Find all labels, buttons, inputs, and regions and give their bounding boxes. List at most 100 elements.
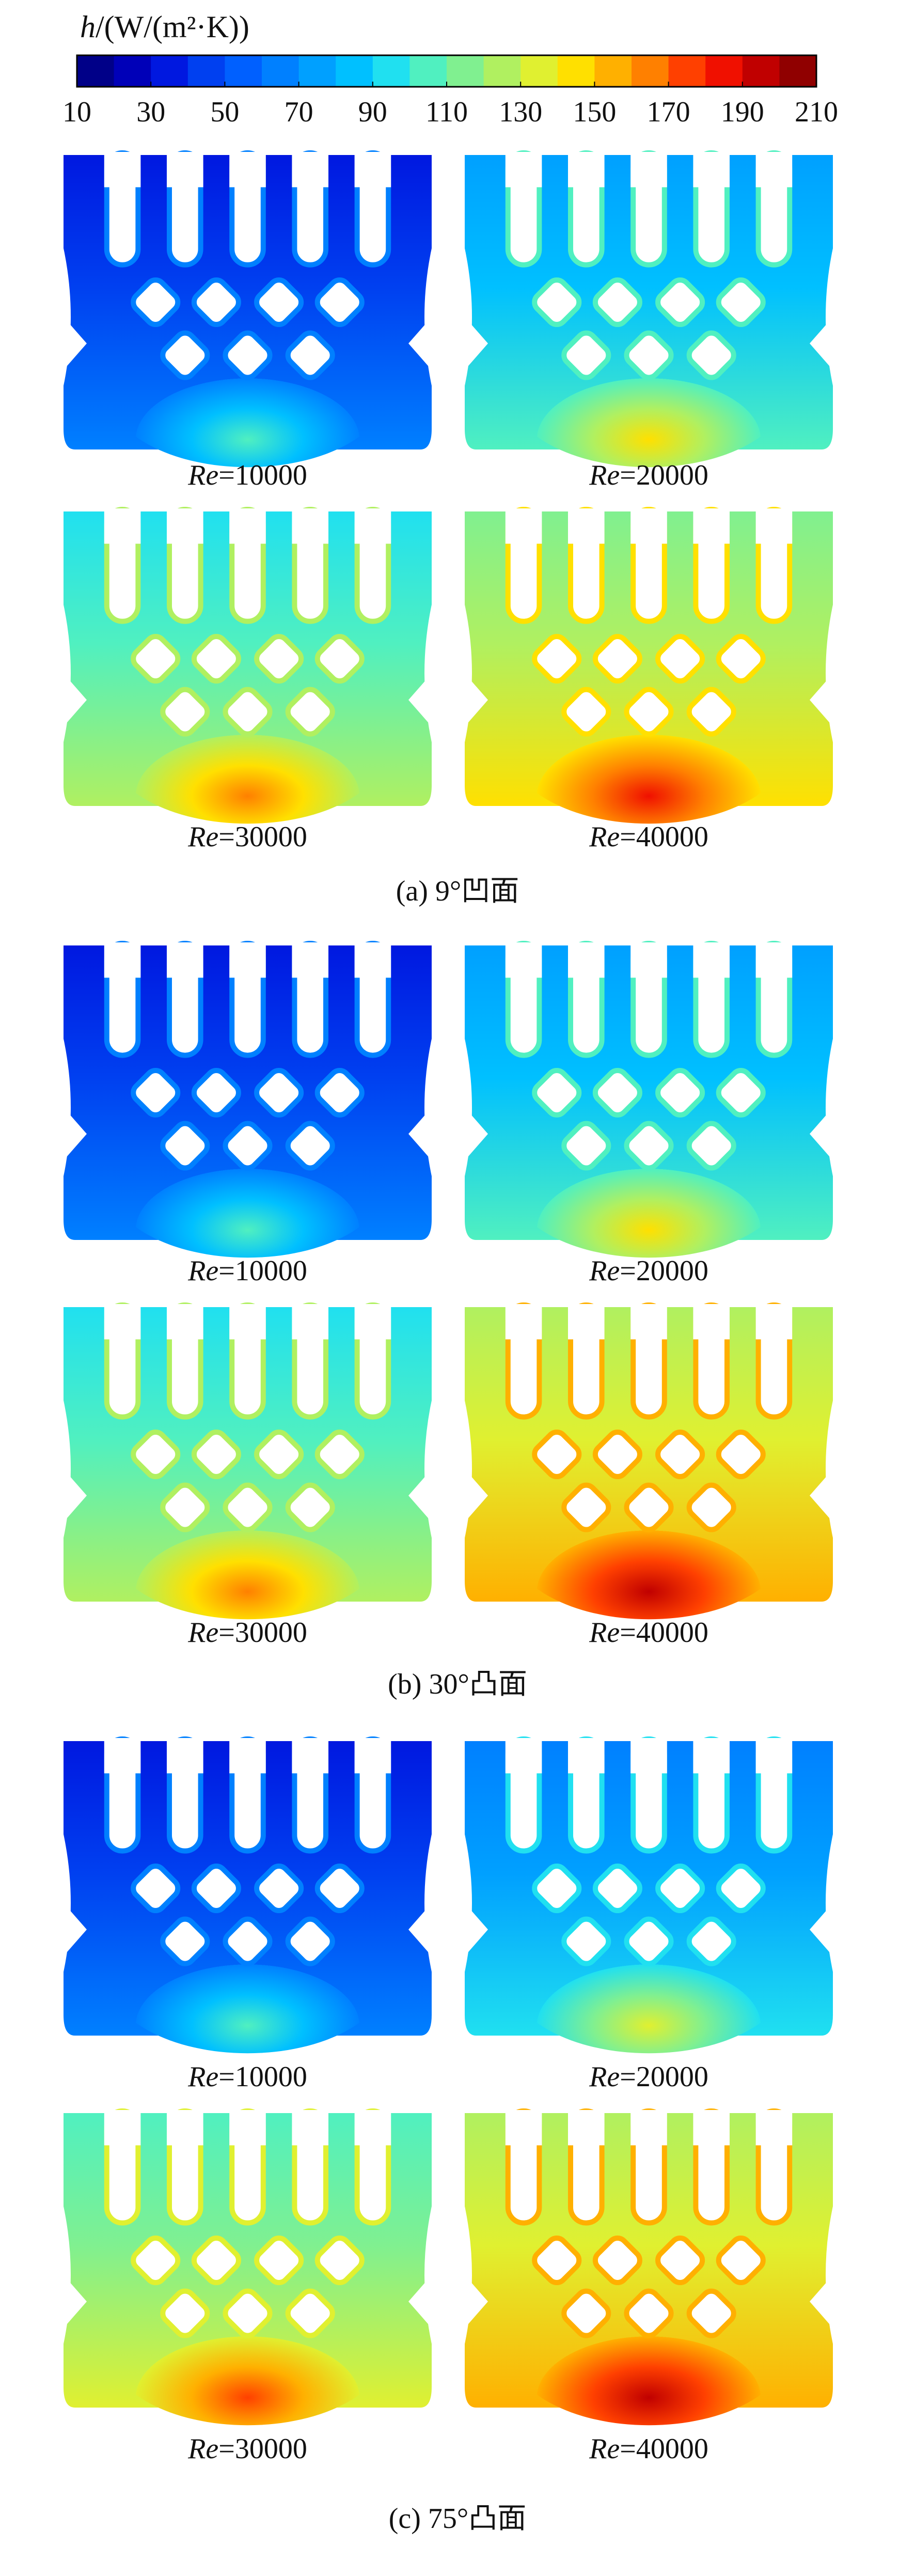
slot-top — [292, 152, 329, 188]
colorbar-tick-label: 90 — [358, 96, 387, 128]
hole — [686, 1121, 736, 1171]
slot-top — [354, 508, 391, 544]
hole — [223, 2288, 273, 2338]
slot-top — [354, 2110, 391, 2146]
slot-top — [354, 152, 391, 188]
hole — [561, 330, 611, 380]
colorbar-segment — [298, 55, 336, 87]
hole — [223, 687, 273, 737]
colorbar-tick-label: 70 — [285, 96, 313, 128]
slot-top — [693, 2110, 730, 2146]
hole — [314, 1067, 365, 1118]
slot-top — [229, 508, 266, 544]
slot-top — [166, 942, 203, 978]
colorbar-segment — [372, 55, 410, 87]
contour-plot — [464, 1736, 834, 2054]
slot-top — [755, 1304, 793, 1340]
hole — [131, 2235, 181, 2286]
hole — [131, 1863, 181, 1914]
slot-top — [292, 1304, 329, 1340]
hole — [686, 687, 736, 737]
colorbar-segment — [409, 55, 447, 87]
slot-top — [292, 2110, 329, 2146]
colorbar-segment — [447, 55, 484, 87]
panel-label: Re=10000 — [187, 2061, 307, 2093]
hole — [191, 2235, 241, 2286]
slot-top — [755, 942, 793, 978]
slot-top — [104, 1738, 141, 1774]
slot-top — [354, 942, 391, 978]
hole — [532, 277, 582, 328]
slot-top — [292, 508, 329, 544]
hole — [561, 687, 611, 737]
panel-label: Re=40000 — [589, 821, 708, 853]
caption: (b) 30°凸面 — [388, 1668, 527, 1700]
hole — [285, 1121, 335, 1171]
panel-label: Re=10000 — [187, 459, 307, 491]
hole — [716, 277, 766, 328]
hole — [314, 1863, 365, 1914]
contour-plot — [62, 1736, 433, 2054]
caption: (a) 9°凹面 — [396, 875, 519, 907]
hole — [223, 330, 273, 380]
hole — [592, 1429, 642, 1480]
slot-top — [630, 2110, 667, 2146]
colorbar-segment — [779, 55, 817, 87]
hole — [561, 2288, 611, 2338]
slot-top — [567, 152, 605, 188]
panel-label: Re=20000 — [589, 459, 708, 491]
slot-top — [229, 942, 266, 978]
slot-top — [567, 1304, 605, 1340]
hole — [285, 687, 335, 737]
slot-top — [229, 1738, 266, 1774]
hole — [532, 633, 582, 684]
slot-top — [755, 508, 793, 544]
colorbar-segment — [114, 55, 151, 87]
colorbar-tick-label: 170 — [647, 96, 690, 128]
hole — [624, 1482, 674, 1532]
slot-top — [104, 2110, 141, 2146]
hole — [160, 2288, 210, 2338]
hole — [131, 633, 181, 684]
hole — [686, 330, 736, 380]
colorbar-tick-label: 50 — [210, 96, 239, 128]
hole — [160, 1482, 210, 1532]
slot-top — [104, 152, 141, 188]
hole — [223, 1121, 273, 1171]
colorbar-segment — [225, 55, 262, 87]
colorbar-tick-label: 190 — [721, 96, 764, 128]
hole — [561, 1482, 611, 1532]
hole — [223, 1916, 273, 1966]
hole — [532, 1067, 582, 1118]
hole — [716, 1429, 766, 1480]
slot-top — [630, 942, 667, 978]
slot-top — [229, 2110, 266, 2146]
slot-top — [505, 1738, 542, 1774]
hole — [191, 633, 241, 684]
hole — [592, 277, 642, 328]
slot-top — [166, 508, 203, 544]
colorbar-tick-label: 150 — [573, 96, 616, 128]
hole — [314, 1429, 365, 1480]
colorbar-segment — [557, 55, 595, 87]
slot-top — [505, 508, 542, 544]
colorbar-tick-label: 110 — [425, 96, 468, 128]
hole — [655, 277, 705, 328]
hole — [285, 1916, 335, 1966]
hole — [532, 1429, 582, 1480]
hole — [254, 633, 304, 684]
contour-plot — [464, 941, 834, 1258]
slot-top — [693, 508, 730, 544]
hole — [592, 1863, 642, 1914]
hole — [532, 2235, 582, 2286]
hole — [624, 687, 674, 737]
panel-label: Re=10000 — [187, 1255, 307, 1287]
colorbar-segment — [705, 55, 743, 87]
hole — [285, 1482, 335, 1532]
slot-top — [630, 1738, 667, 1774]
colorbar-segment — [262, 55, 299, 87]
hole — [191, 277, 241, 328]
slot-top — [693, 942, 730, 978]
